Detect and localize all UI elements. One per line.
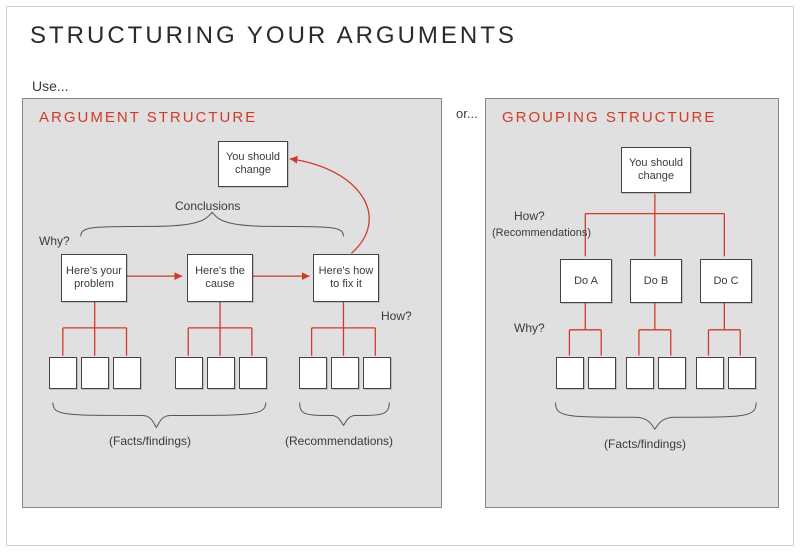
mid-node-doc: Do C [700,259,752,303]
argument-structure-panel: ARGUMENT STRUCTURE [22,98,442,508]
leaf-box [207,357,235,389]
panel-title-right: GROUPING STRUCTURE [502,109,716,126]
leaf-box [696,357,724,389]
leaf-box [658,357,686,389]
mid-node-problem: Here's your problem [61,254,127,302]
grouping-structure-panel: GROUPING STRUCTURE You should change How… [485,98,779,508]
leaf-box [49,357,77,389]
mid-node-doa: Do A [560,259,612,303]
leaf-box [728,357,756,389]
panel-title-left: ARGUMENT STRUCTURE [39,109,257,126]
mid-node-dob: Do B [630,259,682,303]
how-label-left: How? [381,309,412,323]
leaf-box [363,357,391,389]
or-label: or... [456,106,478,121]
use-label: Use... [32,78,69,94]
facts-label-right: (Facts/findings) [604,437,686,451]
top-node-left: You should change [218,141,288,187]
mid-node-cause: Here's the cause [187,254,253,302]
facts-label-left: (Facts/findings) [109,434,191,448]
why-label-left: Why? [39,234,70,248]
recs-label-left: (Recommendations) [285,434,393,448]
top-node-right: You should change [621,147,691,193]
mid-node-fix: Here's how to fix it [313,254,379,302]
leaf-box [331,357,359,389]
leaf-box [113,357,141,389]
leaf-box [239,357,267,389]
leaf-box [299,357,327,389]
recs-label-right: (Recommendations) [492,227,591,239]
leaf-box [626,357,654,389]
leaf-box [556,357,584,389]
page-title: STRUCTURING YOUR ARGUMENTS [30,22,517,50]
leaf-box [81,357,109,389]
how-label-right: How? [514,209,545,223]
conclusions-label: Conclusions [175,199,240,213]
leaf-box [588,357,616,389]
leaf-box [175,357,203,389]
why-label-right: Why? [514,321,545,335]
